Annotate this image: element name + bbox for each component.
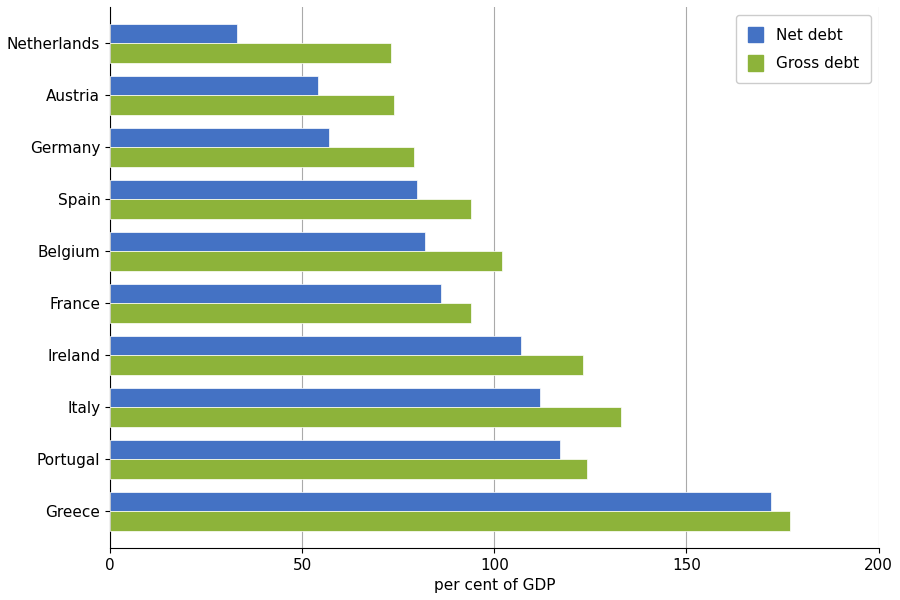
Bar [110, 407, 621, 427]
Bar [110, 284, 440, 304]
Bar [110, 388, 540, 407]
Bar [110, 511, 790, 531]
Bar [110, 355, 582, 375]
Bar [110, 251, 502, 271]
Bar [110, 128, 329, 148]
Bar [110, 304, 472, 323]
Bar [110, 460, 587, 479]
X-axis label: per cent of GDP: per cent of GDP [434, 578, 555, 593]
Bar [110, 232, 425, 251]
Bar [110, 179, 418, 199]
Bar [110, 148, 414, 167]
Bar [110, 335, 521, 355]
Bar [110, 43, 391, 63]
Bar [110, 23, 237, 43]
Bar [110, 199, 472, 219]
Bar [110, 440, 560, 460]
Bar [110, 491, 771, 511]
Bar [110, 95, 394, 115]
Legend: Net debt, Gross debt: Net debt, Gross debt [736, 14, 871, 83]
Bar [110, 76, 318, 95]
